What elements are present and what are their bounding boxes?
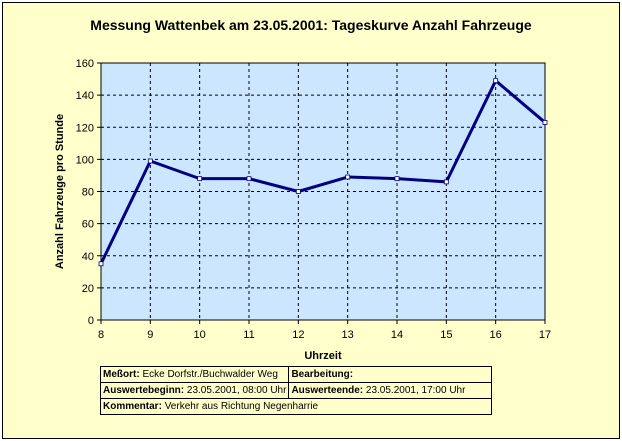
plot-border: [100, 62, 546, 321]
info-cell-kommentar: Kommentar: Verkehr aus Richtung Negenhar…: [99, 398, 493, 415]
x-tick-label: 12: [292, 329, 304, 341]
messort-label: Meßort:: [103, 368, 140, 380]
series-line: [99, 79, 546, 265]
y-tick-label: 40: [82, 251, 94, 263]
data-point: [443, 179, 449, 185]
x-tick-label: 14: [391, 329, 403, 341]
info-cell-bearbeitung: Bearbeitung:: [288, 366, 493, 383]
chart-title: Messung Wattenbek am 23.05.2001: Tagesku…: [90, 17, 532, 33]
info-cell-ende: Auswerteende: 23.05.2001, 17:00 Uhr: [288, 382, 493, 399]
info-row: Kommentar: Verkehr aus Richtung Negenhar…: [99, 398, 493, 415]
ende-label: Auswerteende:: [291, 384, 364, 396]
y-tick-label: 100: [76, 154, 94, 166]
y-tick-label: 0: [88, 315, 94, 327]
axes: [97, 62, 546, 324]
info-cell-messort: Meßort: Ecke Dorfstr./Buchwalder Weg: [99, 366, 290, 383]
info-row: Auswertebeginn: 23.05.2001, 08:00 Uhr Au…: [99, 382, 493, 399]
info-row: Meßort: Ecke Dorfstr./Buchwalder Weg Bea…: [99, 366, 493, 383]
info-cell-beginn: Auswertebeginn: 23.05.2001, 08:00 Uhr: [99, 382, 290, 399]
x-tick-label: 17: [539, 329, 551, 341]
series-group: [98, 78, 548, 267]
x-tick-labels: 8 9 10 11 12 13 14 15 16 17: [98, 329, 551, 341]
y-tick-label: 80: [82, 187, 94, 199]
bearbeitung-label: Bearbeitung:: [291, 368, 354, 380]
y-axis-label: Anzahl Fahrzeuge pro Stunde: [54, 114, 66, 269]
data-point: [394, 176, 400, 182]
x-tick-label: 16: [490, 329, 502, 341]
x-tick-label: 8: [98, 329, 104, 341]
beginn-value: 23.05.2001, 08:00 Uhr: [186, 384, 287, 396]
data-point: [197, 176, 203, 182]
x-tick-label: 9: [147, 329, 153, 341]
x-tick-label: 15: [440, 329, 452, 341]
y-tick-label: 20: [82, 283, 94, 295]
x-tick-label: 10: [194, 329, 206, 341]
data-point: [493, 78, 499, 84]
x-tick-label: 11: [243, 329, 254, 341]
data-point: [147, 158, 153, 164]
messort-value: Ecke Dorfstr./Buchwalder Weg: [142, 368, 278, 380]
x-tick-label: 13: [342, 329, 354, 341]
data-point: [345, 174, 351, 180]
data-point: [98, 261, 104, 267]
data-point: [295, 189, 301, 194]
data-point: [246, 176, 252, 182]
kommentar-label: Kommentar:: [103, 400, 162, 412]
kommentar-value: Verkehr aus Richtung Negenharrie: [164, 400, 319, 412]
y-tick-label: 160: [76, 58, 94, 70]
ende-value: 23.05.2001, 17:00 Uhr: [365, 384, 466, 396]
data-point: [542, 120, 548, 125]
info-table: Meßort: Ecke Dorfstr./Buchwalder Weg Bea…: [99, 366, 493, 415]
y-tick-labels: 0 20 40 60 80 100 120 140 160: [76, 58, 94, 327]
y-tick-label: 120: [76, 122, 94, 134]
y-tick-label: 60: [82, 219, 94, 231]
x-axis-label: Uhrzeit: [304, 350, 342, 362]
beginn-label: Auswertebeginn:: [103, 384, 185, 396]
y-tick-label: 140: [76, 90, 94, 102]
